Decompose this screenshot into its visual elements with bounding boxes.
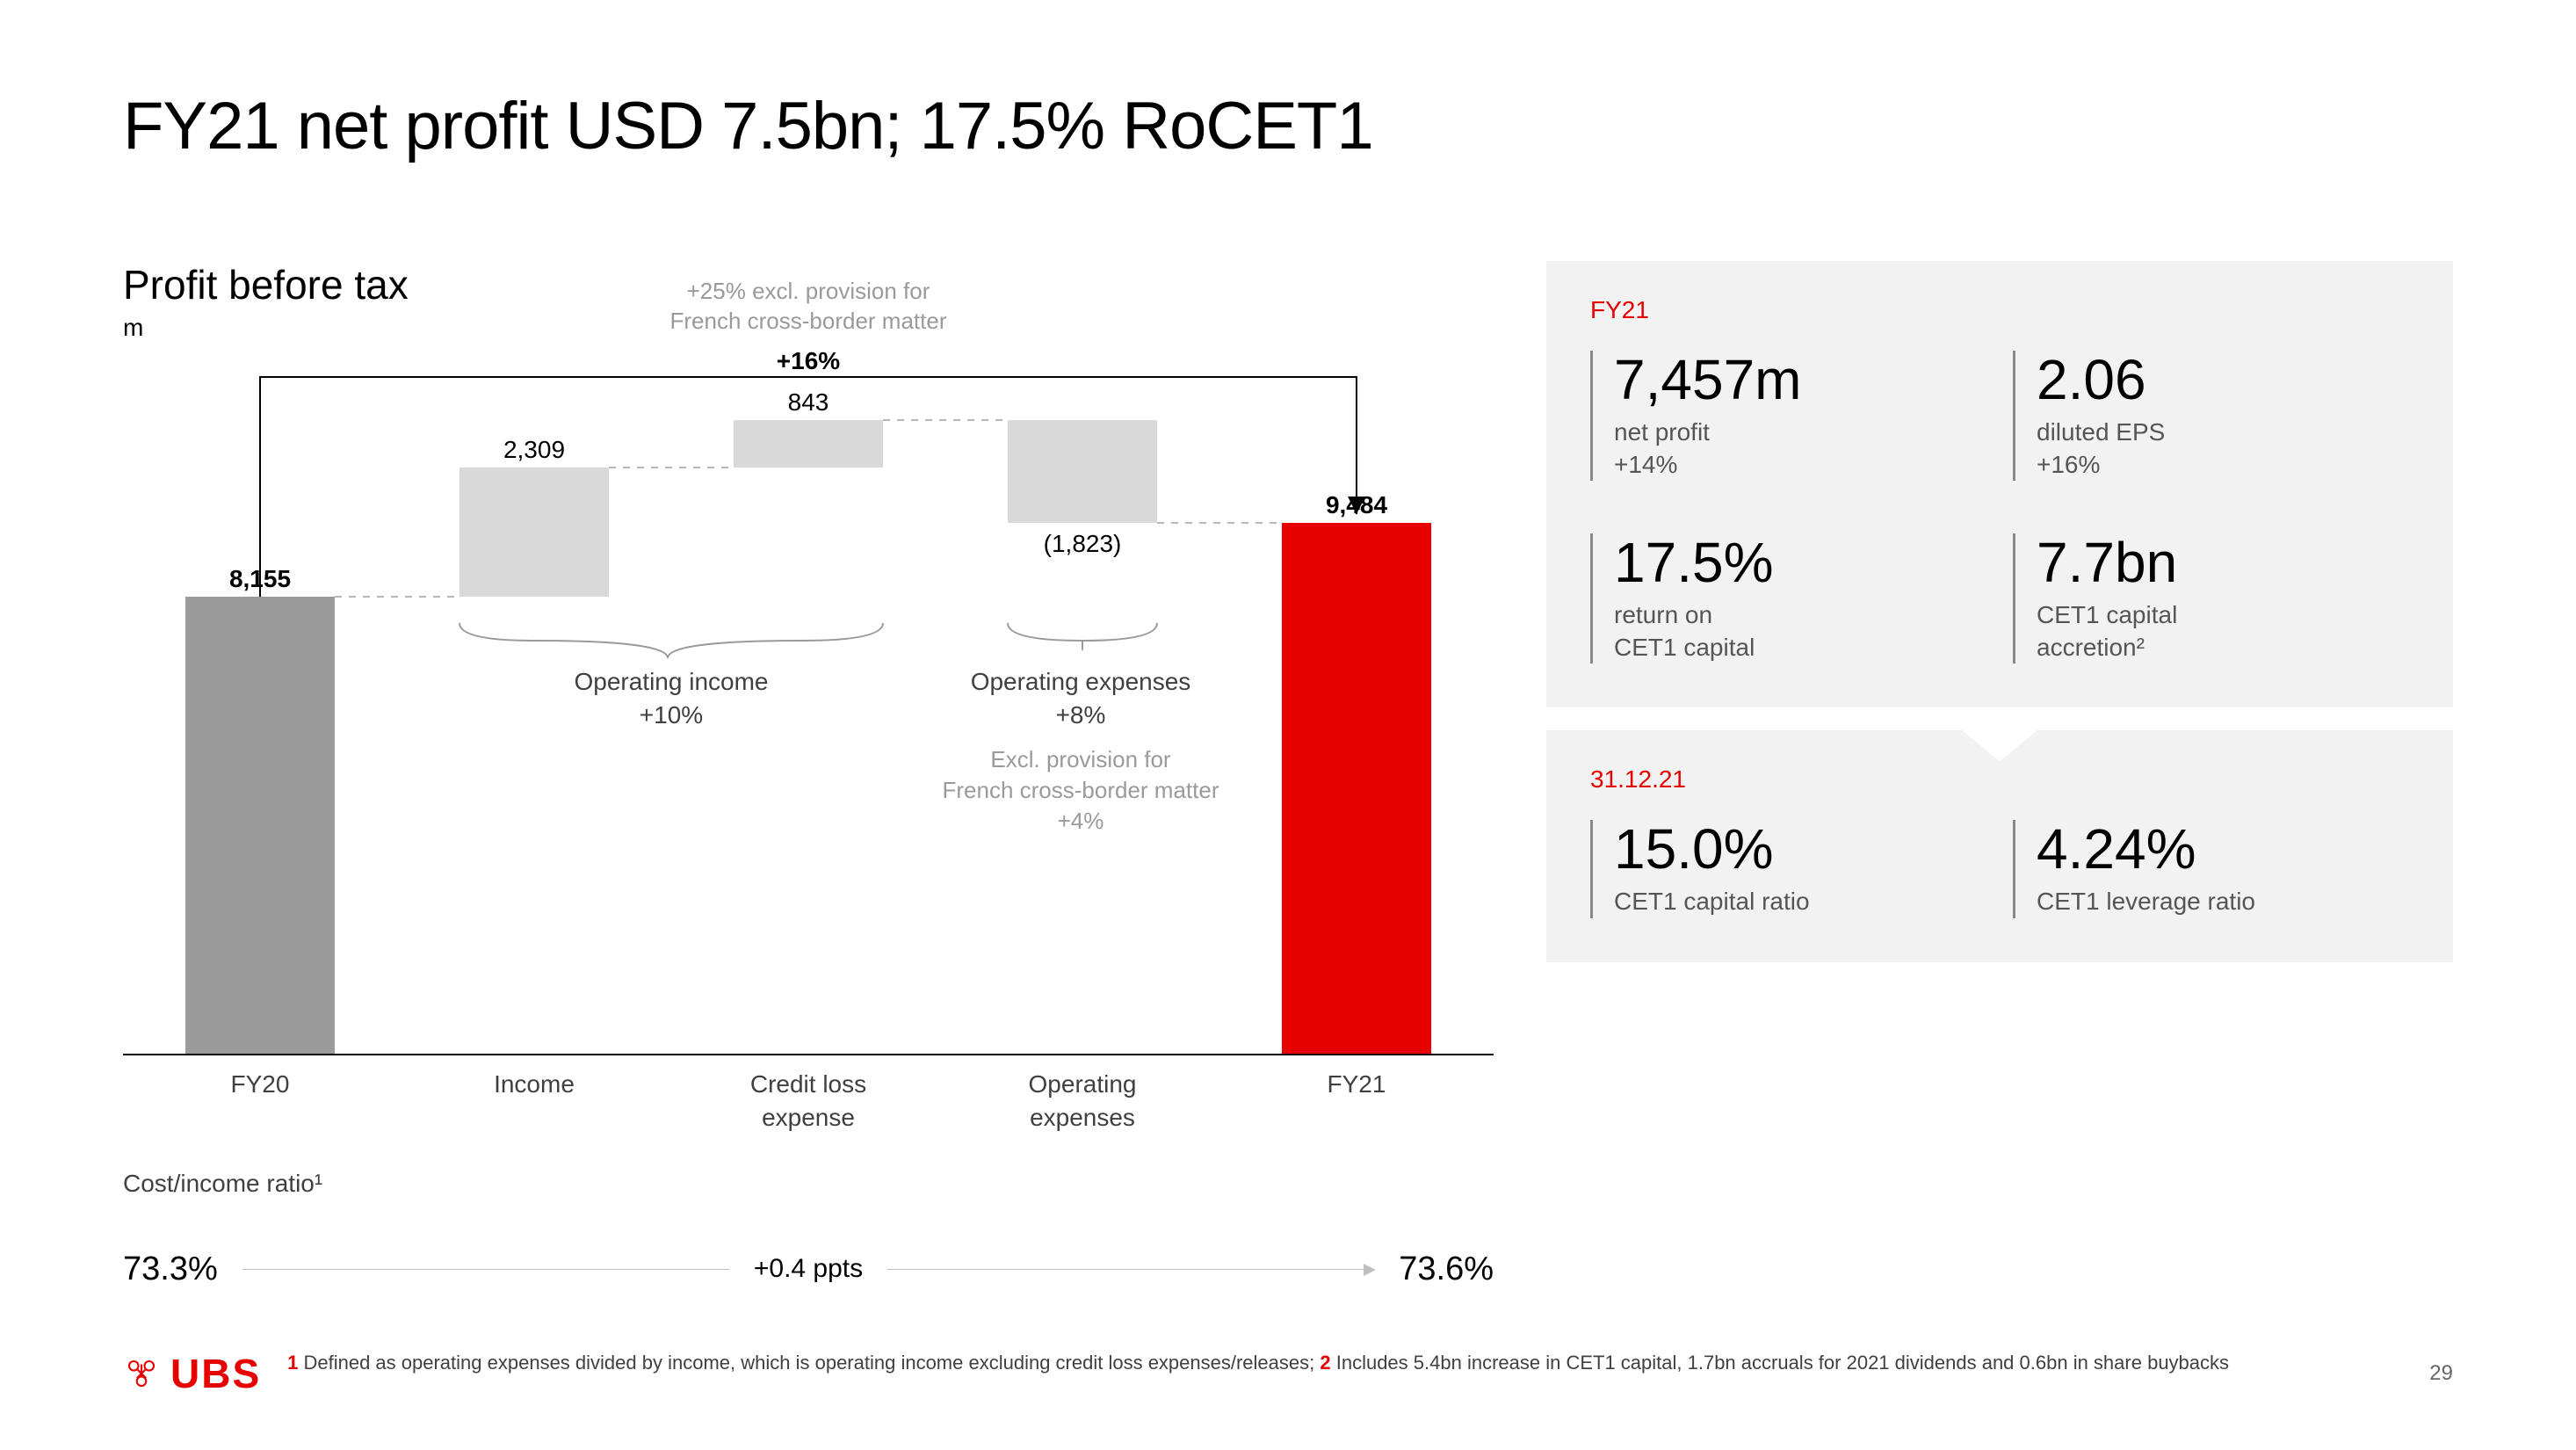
- kpi-big: 7,457m: [1614, 351, 1986, 410]
- cir-delta: +0.4 ppts: [754, 1254, 863, 1284]
- footnote: 1 Defined as operating expenses divided …: [287, 1350, 2403, 1377]
- bar-label-fy21: 9,484: [1282, 491, 1431, 519]
- kpi-label: CET1 leverage ratio: [2037, 886, 2409, 917]
- x-tick-fy20: FY20: [123, 1055, 397, 1135]
- keys-icon: [123, 1355, 160, 1392]
- panel-date-bottom: 31.12.21: [1590, 765, 2409, 794]
- brace-operating-income-sub: +10%: [459, 699, 883, 732]
- kpi-panel-fy21: FY21 7,457m net profit +14% 2.06 diluted…: [1546, 261, 2453, 707]
- brace-opex-note: Excl. provision for French cross-border …: [940, 744, 1221, 837]
- kpi-net-profit: 7,457m net profit +14%: [1590, 351, 1986, 481]
- kpi-big: 2.06: [2037, 351, 2409, 410]
- brace-operating-expenses: Operating expenses: [940, 665, 1221, 699]
- brace-operating-expenses-sub: +8%: [940, 699, 1221, 732]
- waterfall-chart: +16% +25% excl. provision for French cro…: [123, 342, 1494, 1054]
- kpi-label: diluted EPS +16%: [2037, 417, 2409, 481]
- brace-operating-income: Operating income: [459, 665, 883, 699]
- footnote-text-2: Includes 5.4bn increase in CET1 capital,…: [1331, 1352, 2229, 1374]
- x-tick-fy21: FY21: [1219, 1055, 1494, 1135]
- kpi-label: return on CET1 capital: [1614, 599, 1986, 663]
- ubs-logo: UBS: [123, 1350, 261, 1397]
- cir-from: 73.3%: [123, 1251, 218, 1288]
- panel-notch-icon: [1961, 729, 2038, 761]
- chart-section: Profit before tax m: [123, 261, 1494, 1288]
- top-annotation: +25% excl. provision for French cross-bo…: [562, 277, 1054, 337]
- x-tick-opex: Operating expenses: [945, 1055, 1219, 1135]
- bar-label-opex: (1,823): [1008, 530, 1157, 558]
- bar-label-fy20: 8,155: [185, 565, 335, 593]
- x-tick-credit: Credit loss expense: [671, 1055, 945, 1135]
- connector-label: +16%: [123, 347, 1494, 375]
- kpi-panel-date: 31.12.21 15.0% CET1 capital ratio 4.24% …: [1546, 730, 2453, 962]
- bar-label-income: 2,309: [459, 436, 609, 464]
- kpi-diluted-eps: 2.06 diluted EPS +16%: [2013, 351, 2409, 481]
- cir-row: 73.3% +0.4 ppts 73.6%: [123, 1251, 1494, 1288]
- footnote-marker-2: 2: [1320, 1352, 1330, 1374]
- footnote-text-1: Defined as operating expenses divided by…: [298, 1352, 1320, 1374]
- x-tick-income: Income: [397, 1055, 671, 1135]
- kpi-rocet1: 17.5% return on CET1 capital: [1590, 533, 1986, 663]
- cir-to: 73.6%: [1399, 1251, 1494, 1288]
- kpi-cet1-leverage: 4.24% CET1 leverage ratio: [2013, 820, 2409, 918]
- panel-date-top: FY21: [1590, 296, 2409, 324]
- page-number: 29: [2429, 1361, 2453, 1386]
- kpi-big: 17.5%: [1614, 533, 1986, 592]
- footnote-marker-1: 1: [287, 1352, 298, 1374]
- kpi-cet1-ratio: 15.0% CET1 capital ratio: [1590, 820, 1986, 918]
- kpi-label: net profit +14%: [1614, 417, 1986, 481]
- kpi-label: CET1 capital ratio: [1614, 886, 1986, 917]
- logo-text: UBS: [170, 1350, 261, 1397]
- kpi-label: CET1 capital accretion²: [2037, 599, 2409, 663]
- kpi-big: 15.0%: [1614, 820, 1986, 879]
- bar-label-credit: 843: [734, 388, 883, 417]
- kpi-cet1-accretion: 7.7bn CET1 capital accretion²: [2013, 533, 2409, 663]
- cir-title: Cost/income ratio¹: [123, 1170, 1494, 1198]
- x-axis: FY20 Income Credit loss expense Operatin…: [123, 1054, 1494, 1135]
- kpi-big: 7.7bn: [2037, 533, 2409, 592]
- kpi-big: 4.24%: [2037, 820, 2409, 879]
- page-title: FY21 net profit USD 7.5bn; 17.5% RoCET1: [123, 88, 2453, 164]
